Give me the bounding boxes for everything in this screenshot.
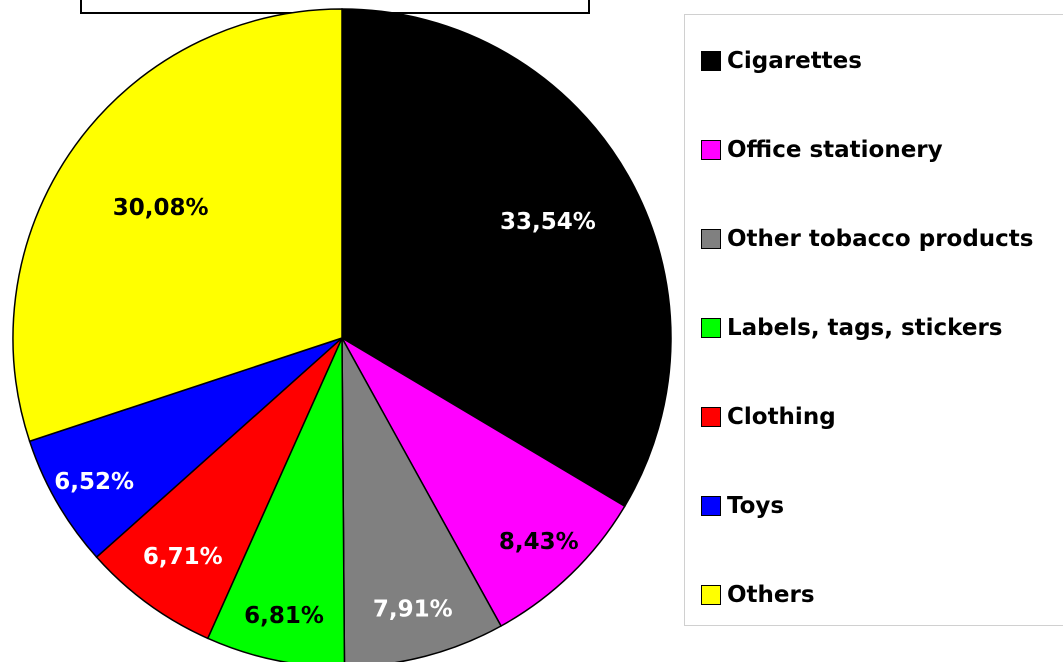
pie-chart: 33,54% 8,43% 7,91% 6,81% 6,71% 6,52% 30,08% [12,8,672,662]
slice-value-label: 7,91% [373,597,453,623]
slice-value-label: 8,43% [499,529,579,555]
pie-slice-others [12,8,343,443]
slice-value-label: 33,54% [500,209,596,235]
legend-swatch [701,585,721,605]
pie-slice-toys [28,337,343,559]
pie-slice-other-tobacco-products [341,337,503,662]
legend-swatch [701,496,721,516]
legend-item: Other tobacco products [701,224,1034,254]
pie-slices [12,8,672,662]
legend-label: Clothing [727,404,836,430]
legend-swatch [701,407,721,427]
legend-swatch [701,318,721,338]
slice-value-label: 30,08% [113,195,209,221]
legend-swatch [701,140,721,160]
pie-slice-cigarettes [341,8,672,508]
slice-value-label: 6,52% [54,469,134,495]
legend-item: Toys [701,491,784,521]
legend-item: Others [701,580,815,610]
pie-slice-labels-tags-stickers [206,337,346,662]
legend-label: Toys [727,493,785,519]
legend-item: Office stationery [701,135,943,165]
legend-label: Labels, tags, stickers [727,315,1003,341]
legend-label: Other tobacco products [727,226,1034,252]
legend-label: Office stationery [727,137,943,163]
pie-slice-clothing [95,337,343,640]
pie-slice-office-stationery [340,335,626,628]
legend-swatch [701,229,721,249]
pie-labels: 33,54% 8,43% 7,91% 6,81% 6,71% 6,52% 30,08% [54,195,595,629]
chart-legend: Cigarettes Office stationery Other tobacco… [684,14,1063,626]
legend-label: Others [727,582,815,608]
legend-label: Cigarettes [727,48,862,74]
legend-item: Labels, tags, stickers [701,313,1002,343]
slice-value-label: 6,81% [244,603,324,629]
legend-item: Clothing [701,402,836,432]
slice-value-label: 6,71% [143,544,223,570]
legend-item: Cigarettes [701,46,862,76]
legend-swatch [701,51,721,71]
